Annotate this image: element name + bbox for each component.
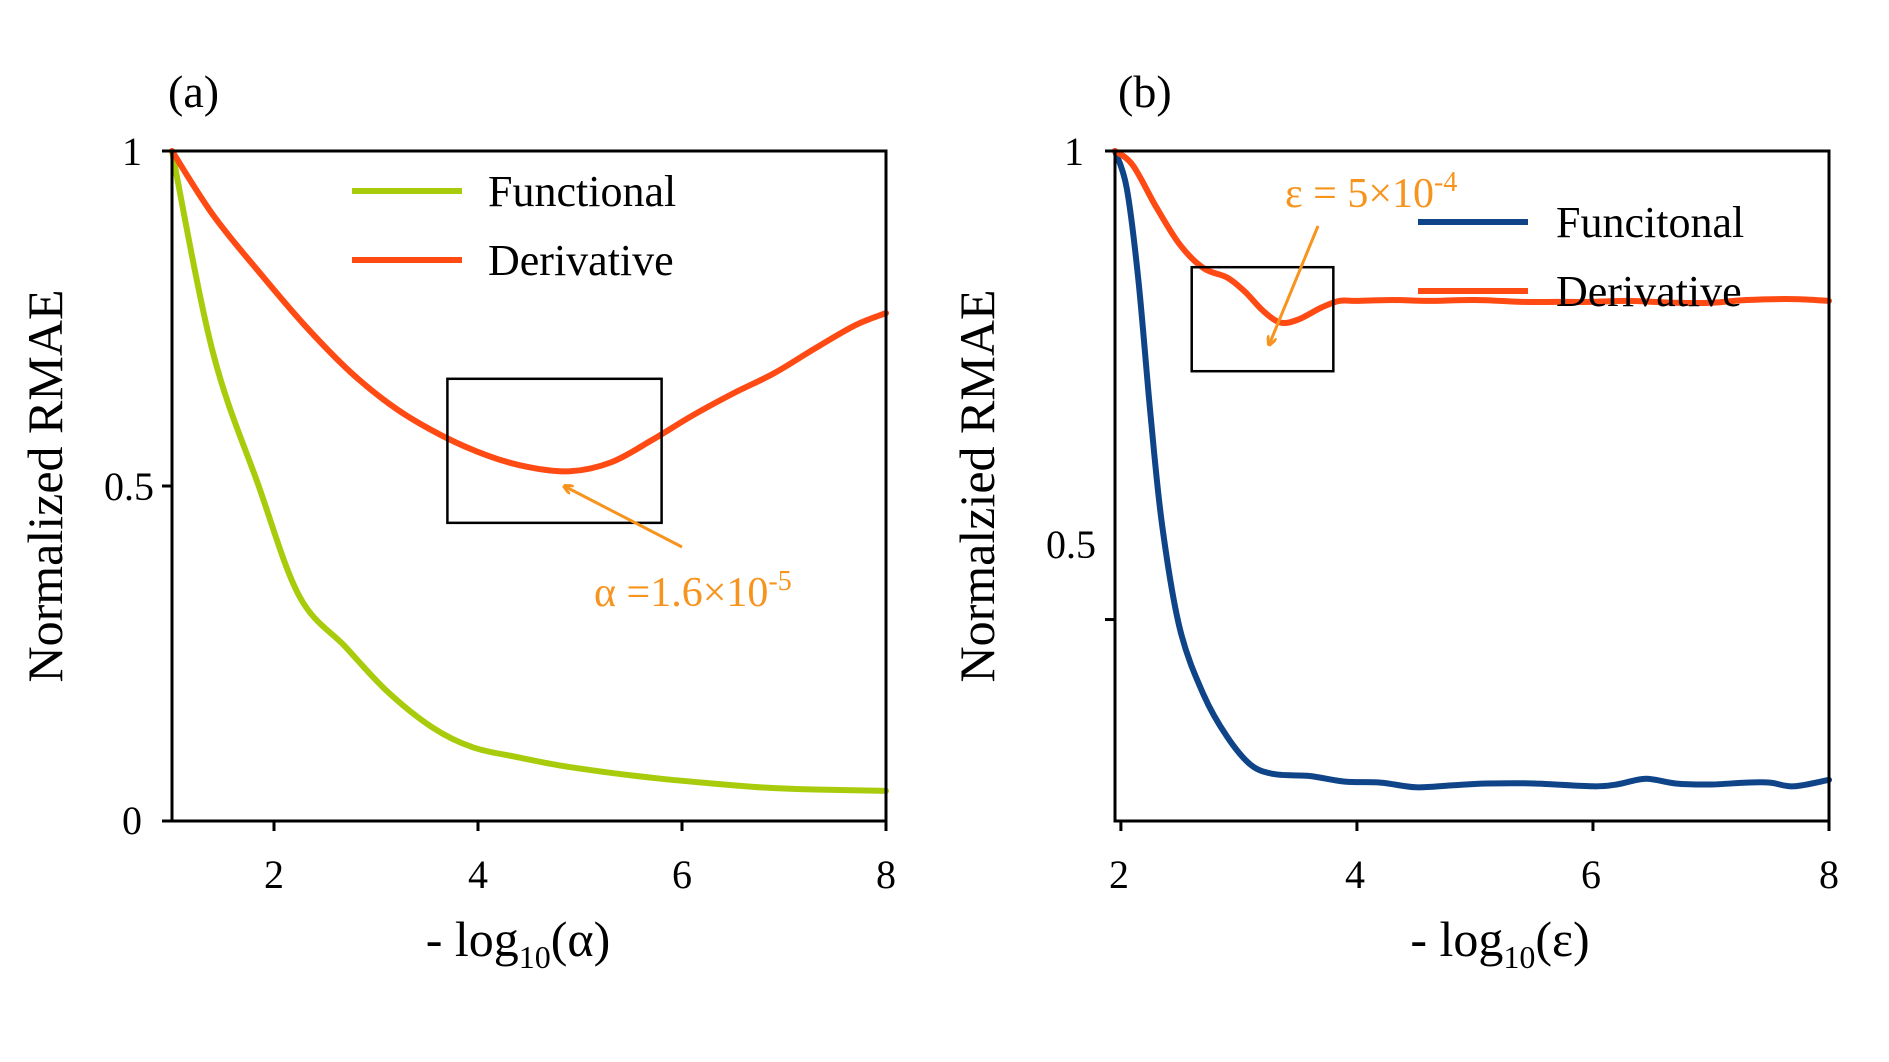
highlight-box-a <box>446 377 663 525</box>
panel-b-label: (b) <box>1118 66 1172 117</box>
x-axis-label-a-pre: - log <box>426 911 519 967</box>
legend-a-functional-label: Functional <box>488 167 676 216</box>
legend-a-derivative-label: Derivative <box>488 236 674 285</box>
panel-b-frame <box>1113 149 1831 823</box>
y-tick-a-05: 0.5 <box>104 464 154 509</box>
y-tick-b-05: 0.5 <box>1046 522 1096 567</box>
panel-b-ticks <box>1105 149 1831 831</box>
annotation-a-text: α =1.6×10-5 <box>594 566 792 616</box>
panel-a: (a) 2 4 6 8 0 0.5 1 - log10(α) Normalize… <box>17 66 896 975</box>
x-tick-a-4: 4 <box>468 852 488 897</box>
panel-a-ticks <box>162 149 888 831</box>
x-axis-label-a-sub: 10 <box>519 939 551 975</box>
y-axis-label-a: Normalized RMAE <box>17 290 73 683</box>
x-tick-b-2: 2 <box>1109 852 1129 897</box>
annotation-b: ε = 5×10-4 <box>1269 167 1457 345</box>
highlight-box-b <box>1190 265 1335 373</box>
legend-b-functional-label: Funcitonal <box>1556 198 1744 247</box>
panel-a-series <box>169 148 889 794</box>
functional-line-a <box>169 148 889 794</box>
annotation-a: α =1.6×10-5 <box>564 486 792 616</box>
x-axis-label-b-post: (ε) <box>1535 911 1589 967</box>
annotation-a-exponent: -5 <box>768 566 791 597</box>
y-tick-a-0: 0 <box>122 798 142 843</box>
annotation-b-exponent: -4 <box>1434 167 1457 198</box>
x-tick-b-6: 6 <box>1581 852 1601 897</box>
legend-b: Funcitonal Derivative <box>1418 198 1744 316</box>
x-axis-label-a: - log10(α) <box>426 911 611 975</box>
x-axis-label-b-pre: - log <box>1410 911 1503 967</box>
annotation-b-main: ε = 5×10 <box>1285 171 1434 217</box>
x-axis-label-b: - log10(ε) <box>1410 911 1589 975</box>
panel-a-label: (a) <box>168 66 219 117</box>
functional-line-b <box>1112 148 1832 791</box>
x-tick-a-2: 2 <box>264 852 284 897</box>
legend-b-derivative-label: Derivative <box>1556 267 1742 316</box>
x-tick-a-8: 8 <box>876 852 896 897</box>
x-tick-b-8: 8 <box>1819 852 1839 897</box>
annotation-a-arrow <box>564 486 683 549</box>
annotation-b-arrow <box>1269 225 1320 345</box>
x-axis-label-a-post: (α) <box>551 911 611 967</box>
y-axis-label-b: Normalzied RMAE <box>949 290 1005 683</box>
y-tick-b-1: 1 <box>1064 129 1084 174</box>
x-tick-a-6: 6 <box>672 852 692 897</box>
annotation-a-main: α =1.6×10 <box>594 570 768 616</box>
x-axis-label-b-sub: 10 <box>1503 939 1535 975</box>
annotation-b-text: ε = 5×10-4 <box>1285 167 1457 217</box>
panel-b: (b) 2 4 6 8 0.5 1 - log10(ε) Normalzied … <box>949 66 1839 975</box>
x-tick-b-4: 4 <box>1345 852 1365 897</box>
legend-a: Functional Derivative <box>352 167 676 285</box>
derivative-line-a <box>169 148 889 475</box>
y-tick-a-1: 1 <box>122 129 142 174</box>
